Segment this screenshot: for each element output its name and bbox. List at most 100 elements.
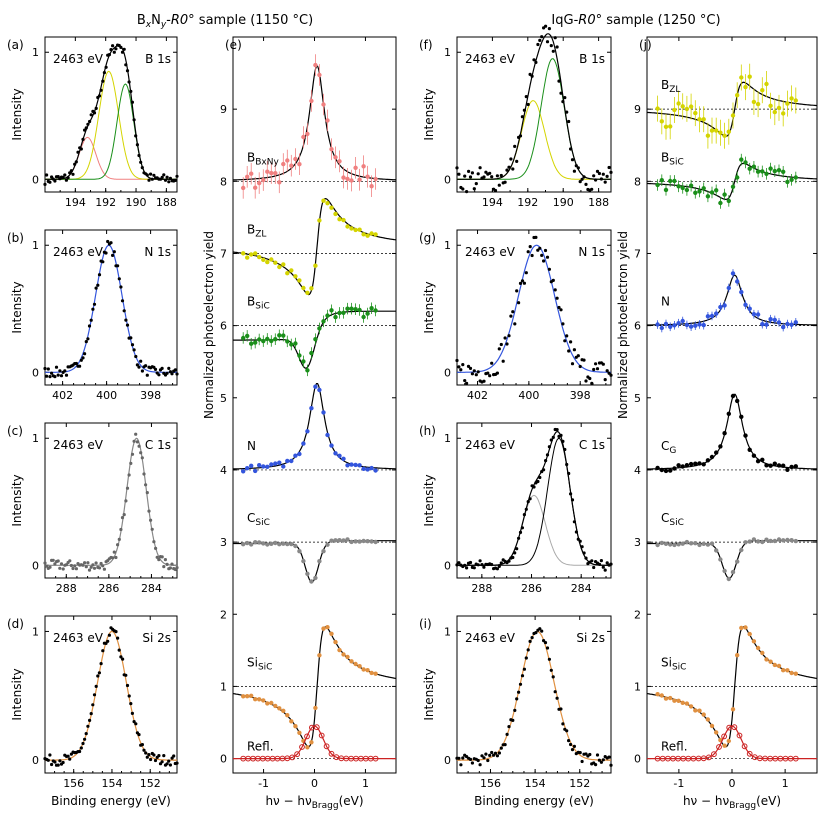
xsw-data-point: [357, 307, 362, 313]
x-tick-label: 398: [140, 389, 161, 402]
data-point: [540, 35, 544, 39]
xsw-data-point: [659, 325, 664, 331]
x-tick-label: 188: [156, 196, 177, 209]
xsw-data-point: [776, 663, 782, 669]
data-point: [565, 462, 569, 467]
data-point: [101, 564, 105, 568]
data-point: [45, 173, 49, 177]
xsw-data-point: [341, 217, 346, 223]
data-point: [499, 561, 503, 565]
xsw-data-point: [361, 164, 366, 169]
data-point: [140, 166, 144, 170]
data-point: [595, 169, 600, 173]
xsw-data-point: [697, 461, 702, 466]
data-point: [457, 756, 461, 760]
xsw-data-point: [663, 187, 669, 193]
data-point: [89, 113, 93, 117]
data-point: [472, 566, 476, 570]
xsw-data-point: [789, 322, 794, 327]
series-label: CSiC: [247, 511, 270, 528]
data-point: [175, 761, 179, 765]
xsw-data-point: [726, 198, 731, 204]
xsw-data-point: [349, 306, 354, 311]
axes-frame: [456, 422, 612, 579]
data-point: [540, 629, 544, 633]
data-point: [497, 183, 501, 187]
xsw-data-point: [785, 179, 790, 185]
data-point: [114, 630, 118, 634]
data-point: [518, 530, 523, 535]
data-point: [530, 74, 534, 78]
data-point: [165, 371, 169, 375]
xsw-data-point: [684, 106, 690, 112]
xsw-data-point: [693, 708, 698, 713]
xsw-data-point: [730, 569, 736, 575]
xsw-data-point: [676, 321, 681, 326]
data-point: [522, 108, 527, 112]
data-point: [497, 751, 501, 755]
photon-energy: 2463 eV: [465, 631, 516, 645]
y-tick-label: 1: [32, 46, 39, 59]
y-tick-label: 7: [220, 247, 227, 260]
data-point: [540, 253, 544, 257]
data-point: [492, 753, 496, 757]
data-point: [92, 111, 97, 115]
x-tick-label: 286: [98, 582, 119, 595]
data-point: [569, 147, 573, 151]
data-point: [59, 562, 64, 566]
data-point: [474, 373, 478, 377]
x-tick-label: 154: [101, 777, 122, 790]
data-point: [43, 182, 47, 186]
xsw-data-point: [325, 118, 330, 123]
data-point: [96, 283, 100, 287]
xsw-data-point: [739, 75, 744, 80]
axes-frame: [44, 229, 178, 386]
y-axis-label: Intensity: [10, 88, 24, 140]
xsw-data-point: [772, 109, 777, 115]
xsw-data-point: [241, 335, 246, 341]
data-point: [64, 373, 69, 377]
xsw-data-point: [751, 537, 757, 542]
data-point: [599, 559, 604, 563]
y-tick-label: 1: [444, 432, 451, 445]
data-point: [607, 755, 611, 759]
data-point: [599, 760, 604, 764]
y-tick-label: 0: [444, 173, 451, 186]
data-point: [89, 318, 93, 322]
y-tick-label: 0: [444, 754, 451, 767]
x-tick-label: 1: [362, 777, 369, 790]
data-point: [135, 143, 139, 147]
data-point: [574, 530, 579, 534]
xsw-data-point: [361, 667, 366, 672]
data-point: [119, 45, 123, 50]
data-point: [89, 712, 93, 716]
data-point: [144, 364, 148, 368]
xsw-data-point: [659, 178, 664, 183]
data-point: [48, 753, 52, 757]
xsw-data-point: [241, 694, 246, 699]
xsw-data-point: [714, 450, 719, 455]
xsw-data-point: [655, 322, 660, 327]
x-tick-label: -1: [673, 777, 684, 790]
data-point: [520, 526, 525, 530]
data-point: [61, 760, 65, 765]
series-label: BZL: [247, 222, 266, 239]
y-tick-label: 2: [634, 608, 641, 621]
xsw-data-point: [253, 697, 258, 702]
data-point: [609, 763, 613, 767]
data-point: [590, 187, 594, 191]
data-point: [104, 65, 108, 69]
xsw-data-point: [285, 339, 290, 344]
component-curve: [457, 437, 611, 566]
data-point: [543, 248, 548, 253]
xsw-data-point: [755, 312, 761, 317]
data-point: [517, 690, 521, 694]
xsw-data-point: [776, 168, 782, 173]
data-point: [124, 63, 128, 67]
x-tick-label: 1: [782, 777, 789, 790]
data-point: [129, 89, 133, 93]
data-point: [470, 761, 474, 765]
xsw-data-point: [337, 453, 342, 458]
xsw-data-point: [265, 336, 270, 342]
